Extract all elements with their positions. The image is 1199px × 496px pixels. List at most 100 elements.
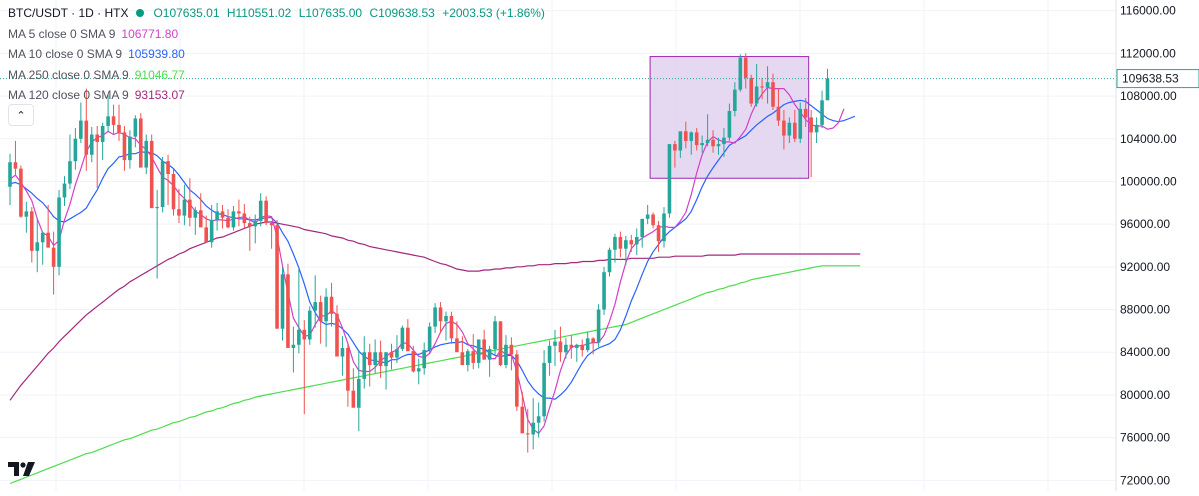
candle	[547, 340, 552, 376]
y-tick-label: 92000.00	[1120, 260, 1170, 274]
indicator-ma250[interactable]: MA 250 close 0 SMA 9 91046.77	[8, 65, 549, 86]
candle-body	[460, 352, 465, 366]
indicator-label: MA 5 close 0 SMA 9	[8, 26, 116, 41]
candle	[89, 127, 94, 163]
candle	[400, 325, 405, 352]
candle-body	[106, 116, 110, 126]
market-status-dot	[136, 9, 145, 18]
candle	[733, 82, 737, 117]
candle-body	[395, 349, 399, 358]
indicator-label: MA 10 close 0 SMA 9	[8, 47, 123, 61]
candle	[662, 207, 666, 248]
candle-body	[378, 352, 383, 367]
candle-body	[531, 422, 535, 435]
candle	[160, 156, 165, 213]
candle	[455, 321, 459, 353]
candle-body	[776, 106, 781, 121]
candle-body	[253, 220, 258, 227]
candle-body	[335, 313, 339, 357]
candle-body	[416, 368, 421, 372]
candle	[820, 90, 824, 129]
symbol-label[interactable]: BTC/USDT · 1D · HTX	[8, 6, 129, 20]
candle	[673, 140, 677, 168]
candle-body	[476, 339, 481, 363]
candle	[711, 130, 715, 153]
candle	[95, 125, 99, 188]
candle	[340, 336, 345, 376]
y-tick-label: 96000.00	[1120, 217, 1170, 231]
candle	[155, 189, 159, 279]
candle	[35, 217, 40, 273]
candle-body	[95, 134, 99, 142]
candle-body	[438, 307, 443, 322]
candle-body	[727, 111, 732, 138]
candle	[258, 193, 263, 227]
candle-body	[733, 89, 737, 112]
candle	[449, 311, 454, 344]
indicator-ma120[interactable]: MA 120 close 0 SMA 9 93153.07	[8, 85, 549, 106]
candle	[575, 343, 579, 362]
candle	[351, 368, 356, 408]
candle-body	[237, 211, 241, 214]
candle-body	[542, 362, 546, 417]
candle-body	[346, 347, 350, 391]
ma5-line	[9, 86, 845, 435]
indicator-label: MA 120 close 0 SMA 9	[8, 88, 129, 102]
candle	[689, 131, 694, 155]
collapse-legend-button[interactable]: ⌃	[8, 104, 34, 126]
open-value: O107635.01	[153, 6, 220, 20]
candle	[705, 114, 710, 147]
candle	[634, 228, 639, 256]
y-tick-label: 112000.00	[1120, 46, 1176, 60]
candle-body	[591, 338, 595, 343]
candle	[291, 326, 296, 373]
candle-body	[694, 132, 699, 146]
candle-body	[722, 137, 726, 145]
candle	[226, 209, 230, 229]
candle-body	[139, 118, 143, 168]
candle-body	[231, 211, 236, 228]
candle-body	[389, 352, 394, 358]
candle-body	[749, 77, 753, 104]
candle-body	[536, 416, 541, 423]
candle-body	[640, 218, 644, 237]
y-tick-label: 80000.00	[1120, 388, 1170, 402]
candle	[248, 216, 252, 251]
indicator-ma5[interactable]: MA 5 close 0 SMA 9 106771.80	[8, 24, 549, 45]
candle-body	[504, 344, 508, 366]
candle-body	[198, 210, 203, 228]
change-value: +2003.53 (+1.86%)	[442, 6, 545, 20]
candle	[57, 189, 61, 276]
y-tick-label: 88000.00	[1120, 303, 1170, 317]
candle-body	[662, 213, 666, 242]
candle-body	[684, 131, 688, 141]
candle	[30, 207, 34, 263]
indicator-ma10[interactable]: MA 10 close 0 SMA 9 105939.80	[8, 44, 549, 65]
candle-body	[793, 122, 797, 139]
candle	[564, 338, 568, 359]
y-tick-label: 116000.00	[1120, 4, 1176, 18]
candle	[558, 326, 563, 362]
candle-body	[738, 57, 743, 90]
candle-body	[814, 124, 819, 133]
candle	[613, 233, 617, 263]
candle	[569, 335, 574, 359]
candle	[727, 103, 732, 141]
candle-body	[553, 341, 557, 346]
last-price-tag	[1116, 69, 1199, 89]
candle-body	[133, 118, 138, 137]
candle	[204, 215, 208, 243]
candle	[122, 125, 127, 171]
candle-body	[128, 136, 132, 161]
candle	[809, 109, 813, 178]
tradingview-logo-icon[interactable]	[8, 460, 36, 482]
candle-body	[362, 352, 367, 379]
candle	[482, 329, 486, 360]
candle-body	[209, 219, 214, 243]
candle	[787, 117, 792, 144]
candle	[765, 66, 770, 104]
candle-body	[329, 296, 334, 314]
candle	[422, 342, 426, 375]
